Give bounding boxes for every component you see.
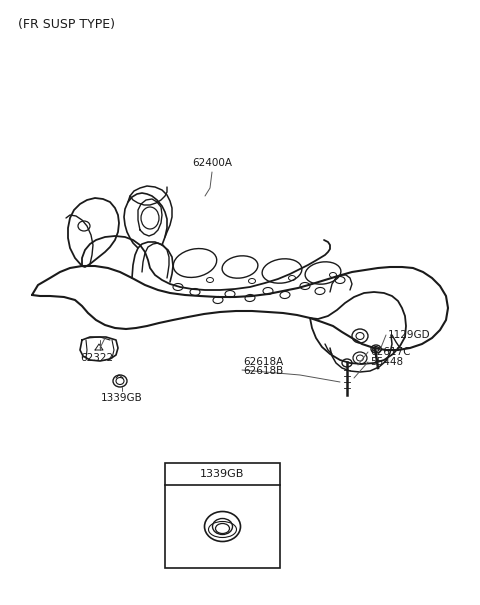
Text: 62400A: 62400A (192, 158, 232, 168)
Text: 55448: 55448 (370, 357, 403, 367)
Text: 62322: 62322 (81, 353, 114, 363)
Bar (165, 463, 280, 568)
Text: 62618A: 62618A (243, 357, 283, 367)
Text: 1129GD: 1129GD (388, 330, 431, 340)
Text: 62617C: 62617C (370, 347, 410, 357)
Text: 1339GB: 1339GB (200, 469, 245, 479)
Text: 1339GB: 1339GB (101, 393, 143, 403)
Text: 62618B: 62618B (243, 366, 283, 376)
Text: (FR SUSP TYPE): (FR SUSP TYPE) (18, 18, 115, 31)
